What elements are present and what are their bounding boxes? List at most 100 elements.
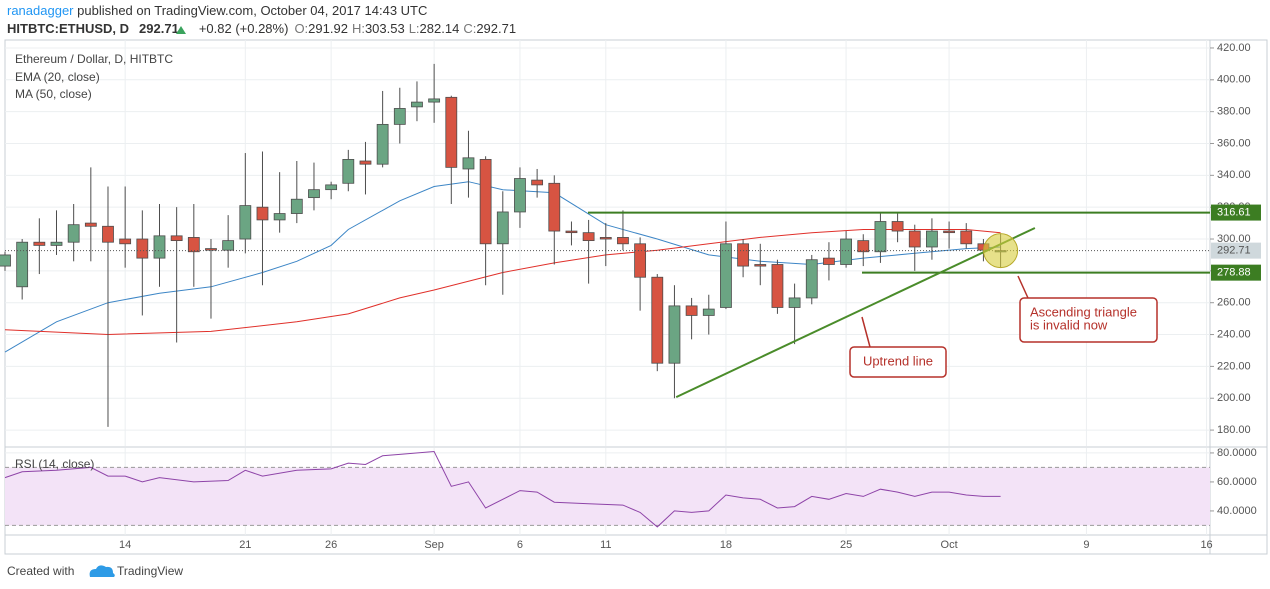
footer-brand[interactable]: TradingView (117, 564, 183, 578)
candle (290, 161, 303, 224)
data-layer (0, 63, 1210, 528)
candle-body (823, 257, 835, 265)
close-value: 292.71 (476, 21, 516, 36)
candle-body (153, 235, 166, 259)
candle-body (222, 240, 235, 251)
y-tick-label: 200.00 (1217, 392, 1251, 404)
x-tick-label: Oct (941, 539, 958, 551)
last-price: 292.71 (139, 21, 179, 36)
candle (359, 141, 372, 195)
annotation-text: is invalid now (1030, 317, 1108, 332)
candle (102, 186, 114, 427)
y-tick-label: 400.00 (1217, 74, 1251, 86)
candle (479, 156, 492, 286)
candle (119, 186, 132, 268)
symbol: HITBTC:ETHUSD, D (7, 21, 129, 36)
candle-body (376, 123, 389, 165)
y-tick-label: 340.00 (1217, 169, 1251, 181)
candle (565, 221, 578, 246)
annotation-box (1019, 297, 1158, 343)
candle (153, 203, 166, 287)
candle-body (445, 96, 458, 168)
candle-body (788, 297, 801, 308)
candle-body (256, 206, 269, 221)
candle (960, 223, 973, 249)
candle-body (50, 241, 63, 246)
candle (823, 242, 835, 281)
candle-body (102, 225, 114, 243)
candle-body (599, 237, 612, 240)
annotation-text: Uptrend line (863, 353, 933, 368)
candle-body (771, 264, 784, 308)
open-value: 291.92 (308, 21, 348, 36)
candle-body (496, 211, 509, 245)
candle (136, 210, 149, 316)
candle (737, 239, 750, 278)
candle-body (720, 243, 732, 308)
candle (496, 191, 509, 295)
candle (205, 239, 217, 319)
candle-body (582, 232, 595, 242)
candle (634, 237, 647, 311)
symbol-line: HITBTC:ETHUSD, D 292.71 +0.82 (+0.28%) O:29… (7, 21, 516, 36)
candle (702, 294, 715, 335)
candle-body (393, 108, 406, 125)
candle-body (617, 237, 629, 245)
candle (720, 221, 732, 310)
y-tick-label: 420.00 (1217, 42, 1251, 54)
candle-body (479, 159, 492, 245)
candle (548, 175, 561, 265)
legend-title: Ethereum / Dollar, D, HITBTC (15, 52, 173, 66)
candle-body (239, 205, 252, 240)
candle (651, 274, 664, 372)
x-tick-label: 11 (600, 539, 611, 551)
candle (325, 181, 338, 200)
candle (256, 151, 269, 286)
last-price-box (1211, 242, 1261, 259)
candle (926, 218, 938, 260)
brand-logo[interactable] (89, 565, 115, 577)
candle-body (273, 213, 286, 221)
level-box (1211, 264, 1261, 281)
grid-layer (5, 40, 1210, 535)
x-tick-label: 6 (517, 539, 523, 551)
candle (445, 95, 458, 204)
candle-body (668, 305, 681, 364)
candle-body (411, 101, 423, 108)
candle-body (16, 241, 29, 288)
candle (50, 210, 63, 255)
y-tick-label: 80.0000 (1217, 447, 1257, 459)
candle-body (136, 238, 149, 259)
x-tick-label: 14 (119, 539, 131, 551)
candle-body (359, 160, 372, 165)
candle-body (805, 259, 818, 299)
candle (840, 231, 852, 268)
candle-body (462, 157, 475, 170)
candle (908, 224, 921, 271)
author[interactable]: ranadagger (7, 3, 74, 18)
level-label: 278.88 (1217, 267, 1251, 279)
candle (170, 207, 183, 343)
candle-body (205, 248, 217, 251)
candle-body (325, 184, 338, 191)
candle (805, 254, 818, 305)
candle (891, 213, 904, 243)
candle-body (187, 237, 200, 253)
candle-body (651, 276, 664, 364)
plot-layer (0, 40, 1210, 535)
candle-body (84, 222, 97, 227)
high-value: 303.53 (365, 21, 405, 36)
candle (342, 149, 355, 192)
candle-body (342, 159, 355, 184)
y-tick-label: 40.0000 (1217, 505, 1257, 517)
candle-body (428, 98, 441, 103)
candle (685, 297, 698, 340)
candle-body (634, 243, 647, 278)
candle (943, 221, 955, 249)
x-tick-label: 18 (720, 539, 732, 551)
candle (462, 130, 475, 198)
candle-body (290, 198, 303, 214)
last-price-label: 292.71 (1217, 245, 1251, 257)
candle-body (308, 189, 320, 199)
